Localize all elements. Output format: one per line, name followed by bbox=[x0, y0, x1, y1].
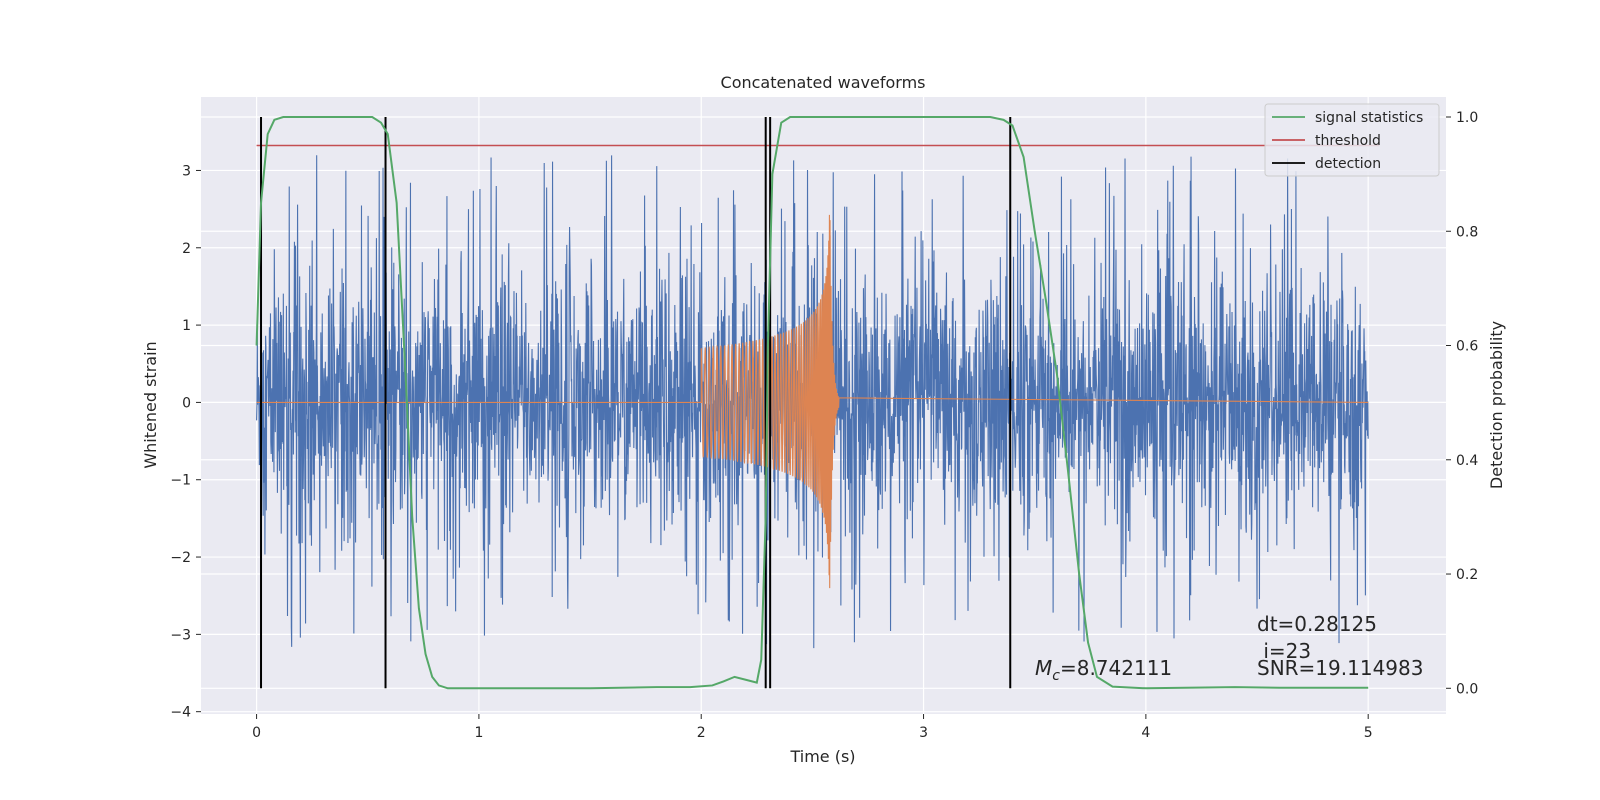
x-tick-label-5: 5 bbox=[1364, 725, 1373, 741]
x-tick-label-0: 0 bbox=[252, 725, 261, 741]
y-right-tick-label-2: 0.4 bbox=[1456, 453, 1478, 469]
y-axis-right-label: Detection probability bbox=[1487, 321, 1506, 489]
legend-label-threshold: threshold bbox=[1315, 133, 1381, 149]
series-detection bbox=[260, 116, 1012, 689]
x-axis-label: Time (s) bbox=[789, 747, 855, 766]
x-tick-label-4: 4 bbox=[1141, 725, 1150, 741]
legend-label-signal-statistics: signal statistics bbox=[1315, 110, 1423, 126]
x-tick-label-1: 1 bbox=[474, 725, 483, 741]
y-left-tick-label-6: 2 bbox=[182, 241, 191, 257]
y-left-tick-label-5: 1 bbox=[182, 318, 191, 334]
legend: signal statistics threshold detection bbox=[1264, 103, 1440, 177]
y-right-tick-label-1: 0.2 bbox=[1456, 567, 1478, 583]
annotation-snr: SNR=19.114983 bbox=[1257, 656, 1423, 680]
y-right-tick-label-0: 0.0 bbox=[1456, 681, 1478, 697]
y-left-tick-label-4: 0 bbox=[182, 395, 191, 411]
y-right-tick-label-4: 0.8 bbox=[1456, 224, 1478, 240]
y-left-tick-label-3: −1 bbox=[170, 473, 191, 489]
signal-statistics-line bbox=[255, 116, 1369, 690]
annotations: Mc=8.742111 dt=0.28125 i=23 SNR=19.11498… bbox=[1035, 612, 1423, 684]
x-tick-label-2: 2 bbox=[697, 725, 706, 741]
y-axis-left-label: Whitened strain bbox=[141, 341, 160, 468]
ticks: 0 1 2 3 4 5 −4 −3 −2 −1 0 1 2 3 0.0 0.2 0.4 0.6 0.8 1.0 bbox=[170, 110, 1478, 741]
chirp-line bbox=[256, 214, 1369, 589]
series-chirp bbox=[256, 214, 1369, 589]
y-left-tick-label-0: −4 bbox=[170, 705, 191, 721]
x-tick-label-3: 3 bbox=[919, 725, 928, 741]
annotation-chirp-mass-subscript: c bbox=[1052, 668, 1060, 684]
annotation-chirp-mass: Mc=8.742111 bbox=[1035, 656, 1172, 684]
annotation-dt: dt=0.28125 bbox=[1257, 612, 1377, 636]
series-signal-statistics bbox=[255, 116, 1369, 690]
annotation-i: i=23 bbox=[1257, 639, 1311, 663]
legend-box bbox=[1264, 103, 1440, 177]
y-left-tick-label-2: −2 bbox=[170, 550, 191, 566]
y-right-tick-label-3: 0.6 bbox=[1456, 339, 1478, 355]
y-left-tick-label-1: −3 bbox=[170, 627, 191, 643]
annotation-chirp-mass-symbol: M bbox=[1035, 656, 1052, 680]
y-right-tick-label-5: 1.0 bbox=[1456, 110, 1478, 126]
chart-title: Concatenated waveforms bbox=[721, 73, 926, 92]
legend-label-detection: detection bbox=[1315, 156, 1381, 172]
annotation-chirp-mass-value: =8.742111 bbox=[1060, 656, 1172, 680]
y-left-tick-label-7: 3 bbox=[182, 163, 191, 179]
